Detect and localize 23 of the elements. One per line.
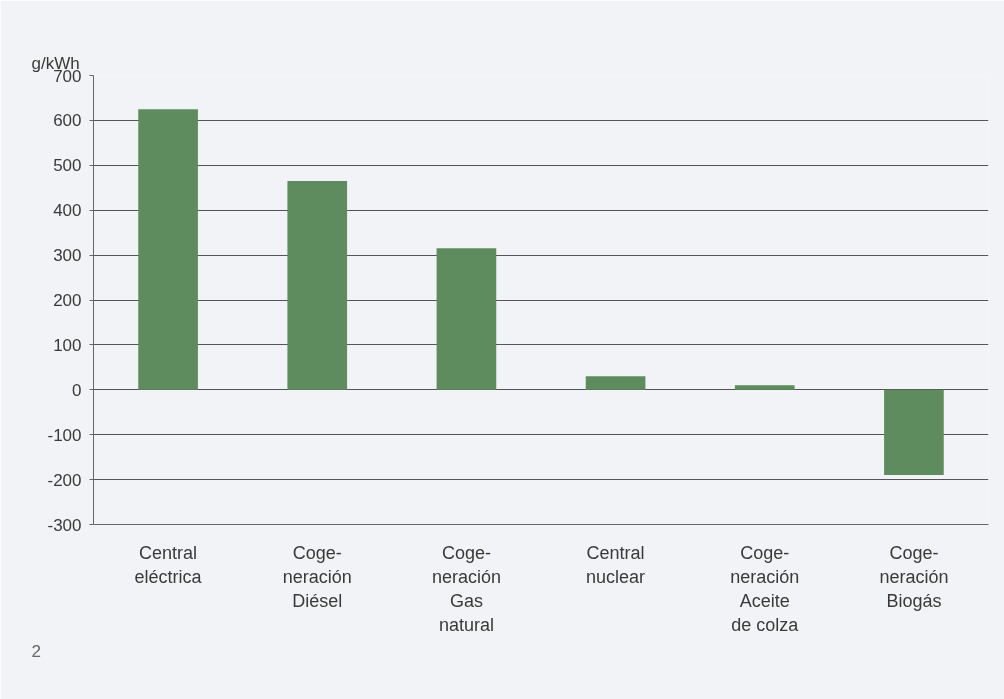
bar xyxy=(585,376,646,390)
x-tick-label: Central nuclear xyxy=(586,542,646,587)
text: 2 xyxy=(31,641,41,661)
x-tick-label: Coge- neración Aceite de colza xyxy=(730,542,800,635)
bar xyxy=(138,109,198,390)
y-tick-label: 200 xyxy=(53,291,82,310)
bar xyxy=(884,389,944,476)
y-tick-label: 400 xyxy=(53,201,82,221)
y-tick-label: 500 xyxy=(53,156,82,176)
y-tick-label: 0 xyxy=(72,380,82,400)
y-tick-label: -300 xyxy=(47,515,82,535)
x-tick-label: Coge- neración Diésel xyxy=(282,542,352,611)
y-tick-label: 100 xyxy=(53,335,82,355)
x-tick-label: Coge- neración Gas natural xyxy=(431,542,501,635)
y-tick-label: 600 xyxy=(53,111,82,131)
bar xyxy=(734,385,795,390)
x-tick-label: Central eléctrica xyxy=(134,542,203,587)
bar xyxy=(287,181,348,390)
y-tick-label: -100 xyxy=(47,425,82,445)
x-tick-label: Coge- neración Biogás xyxy=(879,542,949,611)
bar xyxy=(436,248,497,390)
y-tick-label: 300 xyxy=(53,246,82,266)
y-tick-label: -200 xyxy=(47,470,82,490)
